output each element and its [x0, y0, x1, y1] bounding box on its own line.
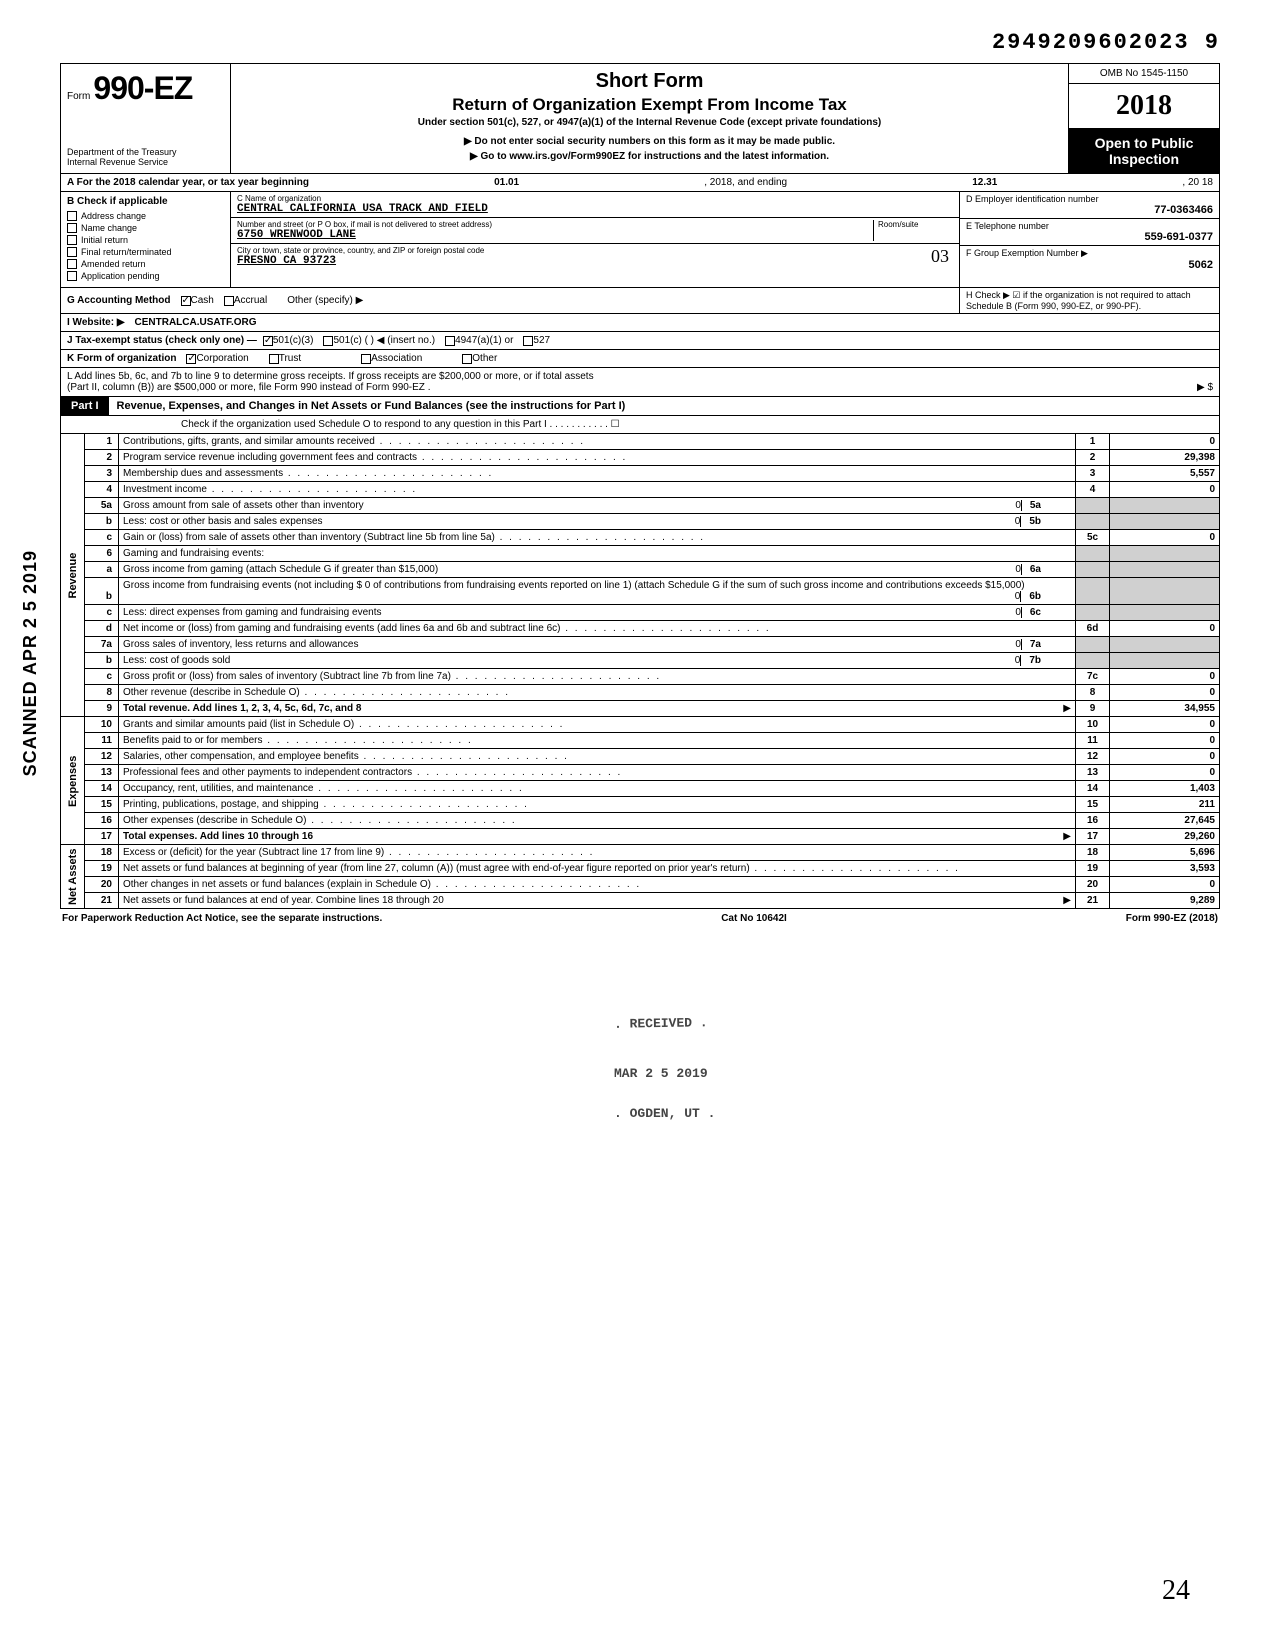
cb-assoc[interactable]: [361, 354, 371, 364]
addr-label: Number and street (or P O box, if mail i…: [237, 220, 873, 229]
org-name: CENTRAL CALIFORNIA USA TRACK AND FIELD: [237, 203, 953, 215]
row-a: A For the 2018 calendar year, or tax yea…: [60, 174, 1220, 192]
row-j: J Tax-exempt status (check only one) — 5…: [60, 332, 1220, 350]
expenses-side-label: Expenses: [61, 717, 85, 845]
grp-value: 5062: [966, 259, 1213, 271]
cb-accrual[interactable]: [224, 296, 234, 306]
row-g-label: G Accounting Method: [67, 295, 171, 306]
cb-4947[interactable]: [445, 336, 455, 346]
footer-left: For Paperwork Reduction Act Notice, see …: [62, 913, 382, 924]
tel-label: E Telephone number: [966, 221, 1213, 231]
row-l: L Add lines 5b, 6c, and 7b to line 9 to …: [60, 368, 1220, 397]
date-stamp: MAR 2 5 2019: [600, 1060, 722, 1087]
lines-table: Revenue 1Contributions, gifts, grants, a…: [60, 434, 1220, 909]
col-b: B Check if applicable Address change Nam…: [61, 192, 231, 287]
end-date: 12.31: [787, 177, 1182, 188]
col-d: D Employer identification number 77-0363…: [959, 192, 1219, 287]
signature-mark: 24: [1162, 1575, 1190, 1607]
schedule-o-check: Check if the organization used Schedule …: [60, 416, 1220, 434]
row-h: H Check ▶ ☑ if the organization is not r…: [959, 288, 1219, 313]
tel-value: 559-691-0377: [966, 231, 1213, 243]
part1-title: Revenue, Expenses, and Changes in Net As…: [109, 397, 634, 415]
part1-header: Part I Revenue, Expenses, and Changes in…: [60, 397, 1220, 416]
row-k-label: K Form of organization: [67, 353, 176, 364]
cb-address-change[interactable]: Address change: [67, 211, 224, 221]
footer-right: Form 990-EZ (2018): [1126, 913, 1218, 924]
form-number: 990-EZ: [93, 70, 192, 106]
received-stamp: . RECEIVED .: [600, 1009, 722, 1038]
part1-label: Part I: [61, 397, 109, 415]
city-label: City or town, state or province, country…: [237, 246, 953, 255]
row-a-mid: , 2018, and ending: [704, 177, 787, 188]
revenue-side-label: Revenue: [61, 434, 85, 717]
netassets-side-label: Net Assets: [61, 845, 85, 909]
cb-cash[interactable]: [181, 296, 191, 306]
title-cell: Short Form Return of Organization Exempt…: [231, 64, 1069, 173]
return-title: Return of Organization Exempt From Incom…: [241, 95, 1058, 115]
tax-year: 2018: [1069, 84, 1219, 129]
org-city: FRESNO CA 93723: [237, 255, 953, 267]
ein-label: D Employer identification number: [966, 194, 1213, 204]
form-header: Form 990-EZ Department of the Treasury I…: [60, 63, 1220, 174]
org-address: 6750 WRENWOOD LANE: [237, 229, 873, 241]
cb-527[interactable]: [523, 336, 533, 346]
cb-other-org[interactable]: [462, 354, 472, 364]
cb-final-return[interactable]: Final return/terminated: [67, 247, 224, 257]
website-value: CENTRALCA.USATF.ORG: [135, 317, 257, 328]
omb-number: OMB No 1545-1150: [1069, 64, 1219, 84]
goto-link: ▶ Go to www.irs.gov/Form990EZ for instru…: [241, 151, 1058, 162]
year-cell: OMB No 1545-1150 2018 Open to Public Ins…: [1069, 64, 1219, 173]
cb-corp[interactable]: [186, 354, 196, 364]
subtitle: Under section 501(c), 527, or 4947(a)(1)…: [241, 117, 1058, 128]
col-c: C Name of organization CENTRAL CALIFORNI…: [231, 192, 959, 287]
short-form-label: Short Form: [241, 70, 1058, 93]
cb-application-pending[interactable]: Application pending: [67, 271, 224, 281]
room-label: Room/suite: [878, 220, 953, 229]
stamp-03: 03: [931, 246, 949, 267]
row-i: I Website: ▶ CENTRALCA.USATF.ORG: [60, 314, 1220, 332]
cb-name-change[interactable]: Name change: [67, 223, 224, 233]
row-a-label: A For the 2018 calendar year, or tax yea…: [67, 177, 309, 188]
ogden-stamp: . OGDEN, UT .: [600, 1100, 729, 1127]
row-a-tail: , 20 18: [1182, 177, 1213, 188]
irs-label: Internal Revenue Service: [67, 157, 224, 167]
document-number: 2949209602023 9: [60, 30, 1220, 55]
form-id-cell: Form 990-EZ Department of the Treasury I…: [61, 64, 231, 173]
directive: ▶ Do not enter social security numbers o…: [241, 136, 1058, 147]
row-k: K Form of organization Corporation Trust…: [60, 350, 1220, 368]
cb-trust[interactable]: [269, 354, 279, 364]
row-l-line2: (Part II, column (B)) are $500,000 or mo…: [67, 382, 430, 393]
info-block: B Check if applicable Address change Nam…: [60, 192, 1220, 288]
cb-amended-return[interactable]: Amended return: [67, 259, 224, 269]
col-b-header: B Check if applicable: [67, 196, 224, 207]
row-l-arrow: ▶ $: [1197, 382, 1213, 393]
footer-mid: Cat No 10642I: [721, 913, 787, 924]
row-l-line1: L Add lines 5b, 6c, and 7b to line 9 to …: [67, 371, 594, 382]
dept-treasury: Department of the Treasury: [67, 147, 224, 157]
other-specify: Other (specify) ▶: [287, 295, 363, 306]
cb-501c3[interactable]: [263, 336, 273, 346]
ein-value: 77-0363466: [966, 204, 1213, 216]
page-footer: For Paperwork Reduction Act Notice, see …: [60, 909, 1220, 928]
cb-501c[interactable]: [323, 336, 333, 346]
row-g: G Accounting Method Cash Accrual Other (…: [61, 288, 959, 313]
grp-label: F Group Exemption Number ▶: [966, 248, 1213, 259]
form-prefix: Form: [67, 91, 90, 102]
row-j-label: J Tax-exempt status (check only one) —: [67, 335, 257, 346]
scanned-stamp: SCANNED APR 2 5 2019: [20, 550, 41, 776]
begin-date: 01.01: [309, 177, 704, 188]
row-i-label: I Website: ▶: [67, 317, 125, 328]
cb-initial-return[interactable]: Initial return: [67, 235, 224, 245]
open-public: Open to Public Inspection: [1069, 129, 1219, 173]
name-label: C Name of organization: [237, 194, 953, 203]
